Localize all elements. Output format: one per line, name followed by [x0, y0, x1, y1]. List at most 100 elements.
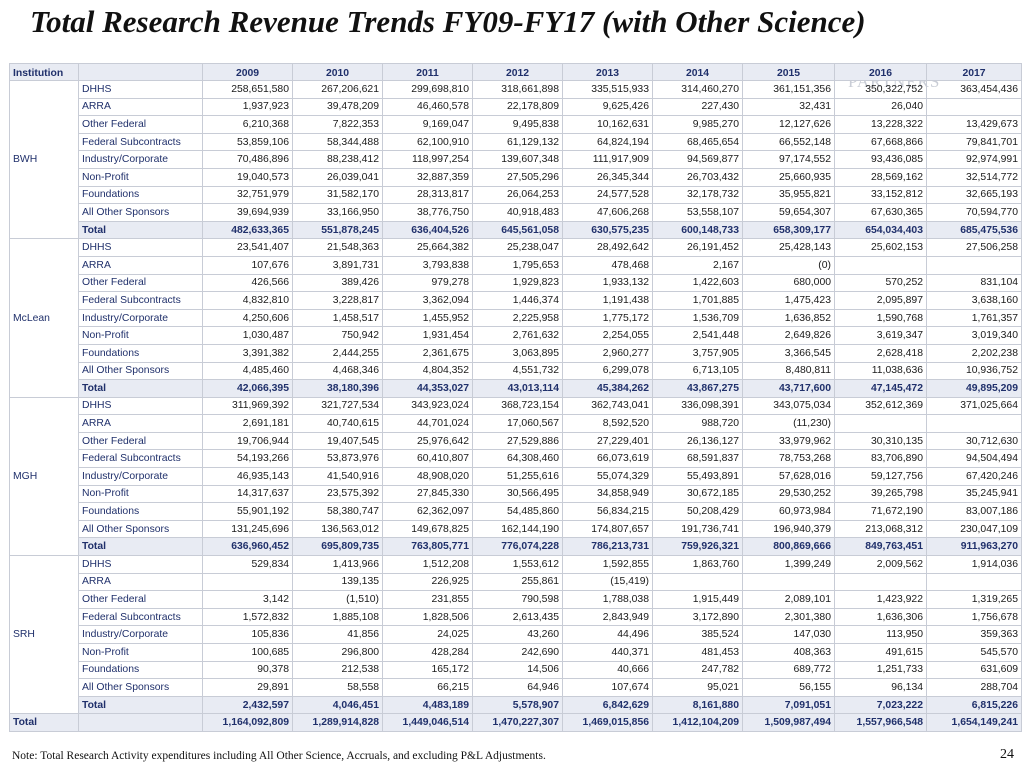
value-cell: 570,252	[834, 273, 927, 293]
value-cell: 96,134	[834, 678, 927, 697]
table-body: BWH DHHS 258,651,580 267,206,621 299,698,810…	[9, 79, 1022, 732]
table-row: Other Federal 19,706,944 19,407,545 25,976,…	[10, 431, 1022, 451]
year-header: 2010	[292, 63, 383, 81]
value-cell: 1,863,760	[652, 555, 743, 574]
value-cell: 55,901,192	[202, 502, 293, 521]
value-cell: 3,619,347	[834, 326, 927, 345]
grand-total-spacer	[78, 713, 203, 732]
value-cell: 247,782	[652, 660, 743, 680]
value-cell: 481,453	[652, 643, 743, 662]
value-cell: 48,908,020	[382, 467, 473, 486]
value-cell: 1,399,249	[742, 555, 835, 574]
value-cell: 26,703,432	[652, 167, 743, 187]
subtotal-cell: 8,161,880	[652, 695, 743, 715]
value-cell: 1,885,108	[292, 607, 383, 627]
subtotal-cell: 658,309,177	[742, 220, 835, 240]
value-cell: 196,940,379	[742, 519, 835, 539]
value-cell: 95,021	[652, 678, 743, 697]
value-cell: 94,504,494	[926, 449, 1022, 469]
value-cell: 385,524	[652, 625, 743, 644]
value-cell: 1,756,678	[926, 607, 1022, 627]
value-cell: 25,664,382	[382, 238, 473, 257]
value-cell: 41,540,916	[292, 467, 383, 486]
value-cell: 1,590,768	[834, 308, 927, 328]
value-cell: 2,613,435	[472, 607, 563, 627]
value-cell: 3,019,340	[926, 326, 1022, 345]
table-row: Industry/Corporate 105,836 41,856 24,025 43,…	[10, 625, 1022, 644]
value-cell: 28,569,162	[834, 167, 927, 187]
sponsor-label: Non-Profit	[78, 326, 203, 345]
value-cell: 4,804,352	[382, 361, 473, 381]
value-cell: 93,436,085	[834, 150, 927, 169]
value-cell: 53,873,976	[292, 449, 383, 469]
value-cell: 299,698,810	[382, 80, 473, 99]
value-cell: 2,225,958	[472, 308, 563, 328]
value-cell: 545,570	[926, 643, 1022, 662]
value-cell: 24,577,528	[562, 185, 653, 205]
value-cell: 17,060,567	[472, 414, 563, 433]
value-cell: 92,974,991	[926, 150, 1022, 169]
value-cell: 67,668,866	[834, 132, 927, 152]
value-cell: 30,672,185	[652, 484, 743, 504]
table-row: Non-Profit 100,685 296,800 428,284 242,690 44…	[10, 643, 1022, 662]
value-cell: 25,976,642	[382, 431, 473, 451]
value-cell: 83,007,186	[926, 502, 1022, 521]
year-header: 2016	[834, 63, 927, 81]
subtotal-cell: 4,483,189	[382, 695, 473, 715]
sponsor-label: Industry/Corporate	[78, 150, 203, 169]
subtotal-cell: 43,717,600	[742, 379, 835, 398]
subtotal-cell: 645,561,058	[472, 220, 563, 240]
value-cell: 9,985,270	[652, 115, 743, 134]
value-cell	[742, 572, 835, 592]
value-cell: 352,612,369	[834, 396, 927, 416]
table-row: Other Federal 426,566 389,426 979,278 1,929,…	[10, 273, 1022, 293]
value-cell: 60,410,807	[382, 449, 473, 469]
sponsor-label: Other Federal	[78, 431, 203, 451]
value-cell: 26,136,127	[652, 431, 743, 451]
value-cell	[926, 414, 1022, 433]
value-cell: 1,914,036	[926, 555, 1022, 574]
institution-label: MGH	[9, 396, 79, 557]
value-cell: 440,371	[562, 643, 653, 662]
value-cell: 40,918,483	[472, 203, 563, 222]
value-cell: 90,378	[202, 660, 293, 680]
institution-label: SRH	[9, 555, 79, 715]
value-cell: 40,666	[562, 660, 653, 680]
value-cell: 39,265,798	[834, 484, 927, 504]
year-header: 2011	[382, 63, 473, 81]
value-cell: 12,127,626	[742, 115, 835, 134]
value-cell: 136,563,012	[292, 519, 383, 539]
value-cell: 2,541,448	[652, 326, 743, 345]
value-cell: 2,095,897	[834, 291, 927, 310]
subtotal-cell: 43,013,114	[472, 379, 563, 398]
value-cell: 21,548,363	[292, 238, 383, 257]
value-cell	[926, 97, 1022, 117]
value-cell: 13,228,322	[834, 115, 927, 134]
value-cell	[926, 572, 1022, 592]
value-cell: 3,391,382	[202, 343, 293, 363]
value-cell: 174,807,657	[562, 519, 653, 539]
sponsor-label: Industry/Corporate	[78, 467, 203, 486]
value-cell: 7,822,353	[292, 115, 383, 134]
value-cell: 30,310,135	[834, 431, 927, 451]
value-cell: 35,955,821	[742, 185, 835, 205]
value-cell: 27,845,330	[382, 484, 473, 504]
table-row: All Other Sponsors 131,245,696 136,563,012…	[10, 519, 1022, 539]
value-cell: 191,736,741	[652, 519, 743, 539]
value-cell: 2,009,562	[834, 555, 927, 574]
value-cell: 139,135	[292, 572, 383, 592]
value-cell: 1,636,852	[742, 308, 835, 328]
grand-total-cell: 1,470,227,307	[472, 713, 563, 732]
value-cell: 88,238,412	[292, 150, 383, 169]
subtotal-row: Total 482,633,365 551,878,245 636,404,526 64…	[10, 220, 1022, 240]
sponsor-label: ARRA	[78, 572, 203, 592]
subtotal-cell: 911,963,270	[926, 537, 1022, 557]
value-cell: 1,191,438	[562, 291, 653, 310]
value-cell: 32,887,359	[382, 167, 473, 187]
value-cell: 58,380,747	[292, 502, 383, 521]
value-cell: 6,210,368	[202, 115, 293, 134]
subtotal-cell: 43,867,275	[652, 379, 743, 398]
table-row: SRH DHHS 529,834 1,413,966 1,512,208 1,553,61…	[9, 555, 1022, 715]
table-row: Federal Subcontracts 4,832,810 3,228,817 3,…	[10, 291, 1022, 310]
value-cell: 212,538	[292, 660, 383, 680]
